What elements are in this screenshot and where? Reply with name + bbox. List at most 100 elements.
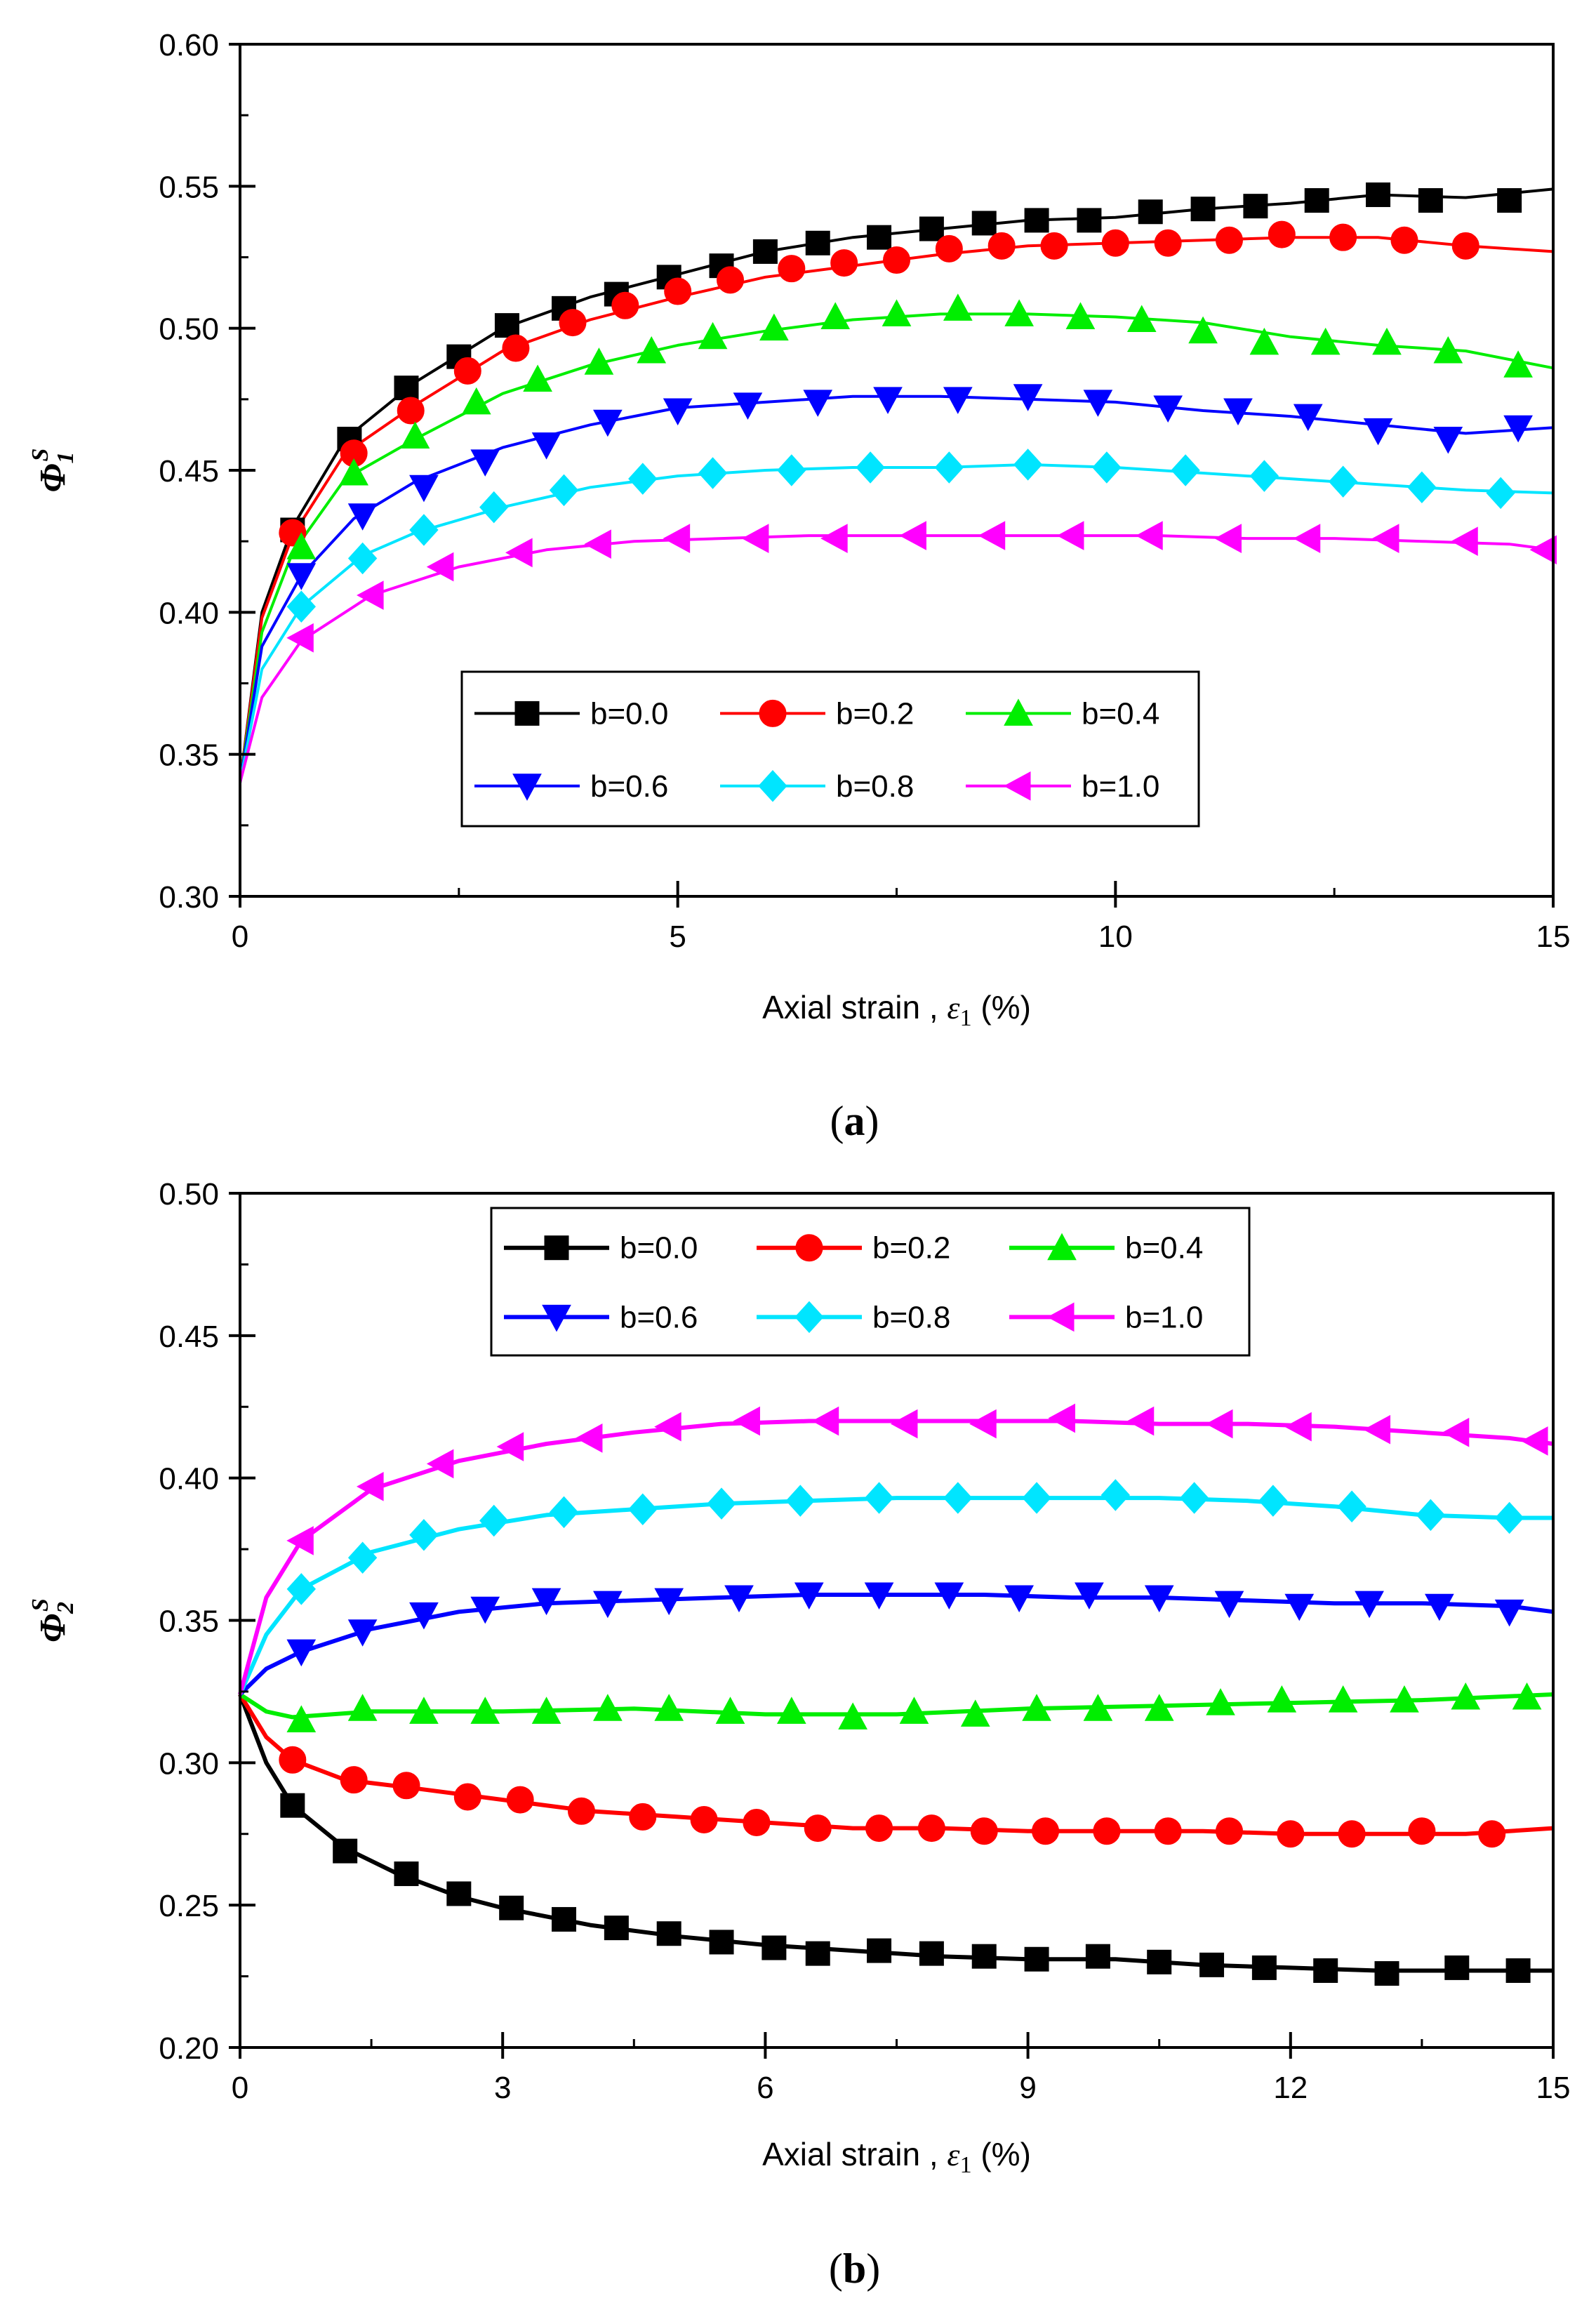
data-point-b=0.8: [1022, 1482, 1051, 1514]
data-point-b=0.4: [286, 1705, 317, 1732]
data-point-b=0.6: [409, 1602, 439, 1630]
panel-label: (b): [829, 2245, 880, 2292]
data-point-b=0.6: [1153, 395, 1183, 423]
data-point-b=0.2: [340, 1766, 368, 1794]
data-point-b=0.2: [1329, 223, 1357, 251]
data-point-b=0.8: [777, 454, 806, 486]
data-point-b=0.6: [1214, 1591, 1244, 1619]
data-point-b=0.2: [1390, 226, 1418, 254]
y-tick-label: 0.35: [159, 738, 219, 773]
x-axis-title: Axial strain , ε1 (%): [762, 2136, 1031, 2178]
data-point-b=1.0: [286, 1526, 314, 1555]
data-point-b=0.2: [1154, 229, 1182, 257]
x-axis-title-symbol: ε: [947, 990, 960, 1025]
x-axis-title-unit: (%): [972, 2136, 1031, 2172]
series-line-b=0.2: [239, 236, 1554, 783]
data-point-b=0.2: [279, 1746, 307, 1774]
data-point-b=0.8: [628, 463, 658, 495]
data-point-b=0.4: [654, 1694, 684, 1721]
data-point-b=0.4: [1390, 1685, 1419, 1713]
x-axis-title-unit: (%): [972, 989, 1031, 1025]
data-point-b=0.8: [409, 1519, 439, 1551]
legend-marker: [795, 1234, 823, 1262]
data-point-b=0.8: [286, 1573, 316, 1605]
data-point-b=0.0: [1444, 1955, 1470, 1980]
legend-label: b=0.4: [1082, 696, 1159, 731]
data-point-b=0.6: [1075, 1582, 1104, 1610]
data-point-b=1.0: [978, 521, 1006, 550]
data-point-b=1.0: [1521, 1426, 1548, 1456]
data-point-b=0.4: [461, 387, 491, 415]
data-point-b=1.0: [1048, 1403, 1075, 1433]
data-point-b=0.4: [523, 364, 552, 392]
data-point-b=0.2: [611, 291, 639, 319]
data-point-b=0.2: [559, 309, 587, 337]
y-axis-title-symbol: Φ: [33, 1614, 73, 1642]
legend-marker: [759, 699, 787, 727]
data-point-b=0.4: [584, 347, 614, 375]
data-point-b=1.0: [1451, 526, 1478, 557]
data-point-b=0.0: [333, 1838, 358, 1864]
y-tick-label: 0.45: [159, 1320, 219, 1354]
data-point-b=0.8: [1013, 449, 1043, 481]
data-point-b=0.8: [1249, 460, 1279, 492]
data-point-b=1.0: [1205, 1409, 1233, 1439]
data-point-b=0.0: [1138, 199, 1163, 225]
data-point-b=0.8: [1416, 1499, 1446, 1532]
data-point-b=0.6: [733, 392, 763, 420]
legend-marker: [544, 1235, 569, 1261]
data-point-b=0.4: [1188, 316, 1218, 344]
y-axis-title: Φ1S: [27, 449, 79, 493]
data-point-b=0.0: [1077, 208, 1102, 233]
data-point-b=0.4: [1083, 1694, 1113, 1721]
data-point-b=0.0: [1199, 1952, 1225, 1977]
data-point-b=0.2: [717, 266, 745, 294]
data-point-b=0.0: [1304, 188, 1329, 213]
data-point-b=0.2: [743, 1809, 771, 1837]
legend-marker: [514, 701, 540, 726]
data-point-b=1.0: [663, 524, 691, 553]
y-tick-label: 0.20: [159, 2031, 219, 2066]
data-point-b=0.4: [531, 1697, 561, 1724]
data-point-b=0.4: [943, 293, 973, 321]
data-point-b=0.2: [1032, 1817, 1060, 1845]
legend-label: b=0.0: [620, 1231, 698, 1266]
data-point-b=0.0: [494, 313, 519, 338]
data-point-b=0.0: [919, 216, 944, 241]
legend-marker: [1047, 1233, 1077, 1261]
data-point-b=1.0: [426, 552, 454, 582]
data-point-b=0.4: [1503, 350, 1533, 378]
x-tick-label: 15: [1536, 2071, 1571, 2105]
data-point-b=0.2: [917, 1814, 945, 1843]
data-point-b=0.6: [1013, 384, 1043, 411]
data-point-b=1.0: [1214, 524, 1242, 553]
data-point-b=0.4: [1433, 336, 1463, 364]
data-point-b=0.6: [864, 1582, 894, 1610]
x-tick-label: 0: [232, 920, 248, 954]
data-point-b=0.0: [971, 211, 997, 236]
data-point-b=0.6: [593, 409, 623, 437]
data-point-b=0.0: [552, 1906, 577, 1932]
x-tick-label: 0: [232, 2071, 248, 2105]
legend-label: b=0.8: [836, 769, 914, 804]
x-axis-title: Axial strain , ε1 (%): [762, 989, 1031, 1031]
data-point-b=0.0: [752, 239, 778, 264]
data-point-b=0.2: [1154, 1817, 1182, 1845]
data-point-b=0.0: [1147, 1949, 1172, 1974]
y-axis-title-superscript: S: [27, 449, 53, 462]
legend-item-b=1.0: b=1.0: [1009, 1300, 1203, 1334]
data-point-b=0.2: [1478, 1820, 1506, 1848]
data-point-b=0.6: [873, 387, 903, 414]
data-point-b=0.2: [502, 334, 530, 362]
data-point-b=0.0: [446, 1881, 472, 1906]
data-point-b=0.6: [593, 1591, 623, 1619]
data-point-b=0.2: [883, 246, 910, 274]
data-point-b=0.2: [1268, 220, 1296, 248]
data-point-b=0.4: [286, 532, 317, 559]
data-point-b=0.6: [1503, 415, 1533, 443]
data-point-b=0.6: [347, 1619, 378, 1647]
data-point-b=0.2: [397, 397, 425, 425]
data-point-b=0.0: [394, 376, 419, 401]
x-tick-label: 10: [1098, 920, 1133, 954]
data-point-b=0.0: [971, 1944, 997, 1969]
